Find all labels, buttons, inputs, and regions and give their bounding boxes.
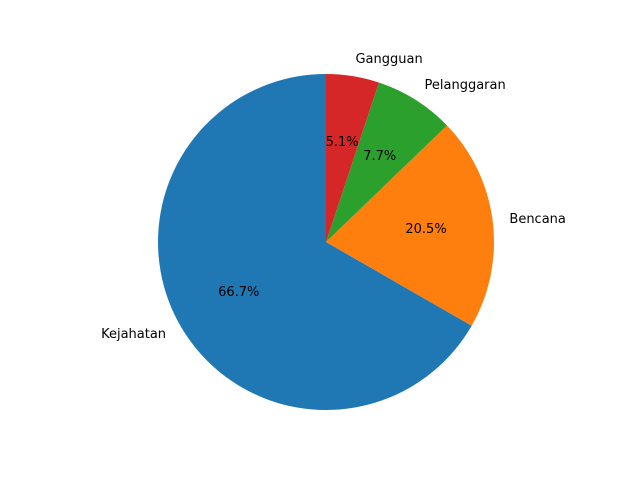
slice-label-gangguan: Gangguan (355, 52, 422, 67)
slice-percent-bencana: 20.5% (405, 222, 446, 237)
slice-label-kejahatan: Kejahatan (101, 327, 166, 342)
pie-slices (158, 74, 495, 410)
slice-label-pelanggaran: Pelanggaran (425, 78, 506, 93)
pie-slice-bencana (326, 125, 495, 326)
pie-percent-labels: 66.7% 20.5% 7.7% 5.1% (218, 135, 447, 300)
slice-percent-pelanggaran: 7.7% (363, 149, 396, 164)
slice-percent-gangguan: 5.1% (326, 135, 359, 150)
pie-slice-kejahatan (158, 74, 472, 410)
pie-slice-pelanggaran (326, 82, 448, 242)
slice-percent-kejahatan: 66.7% (218, 285, 259, 300)
pie-slice-gangguan (326, 74, 379, 242)
slice-label-bencana: Bencana (509, 212, 565, 227)
